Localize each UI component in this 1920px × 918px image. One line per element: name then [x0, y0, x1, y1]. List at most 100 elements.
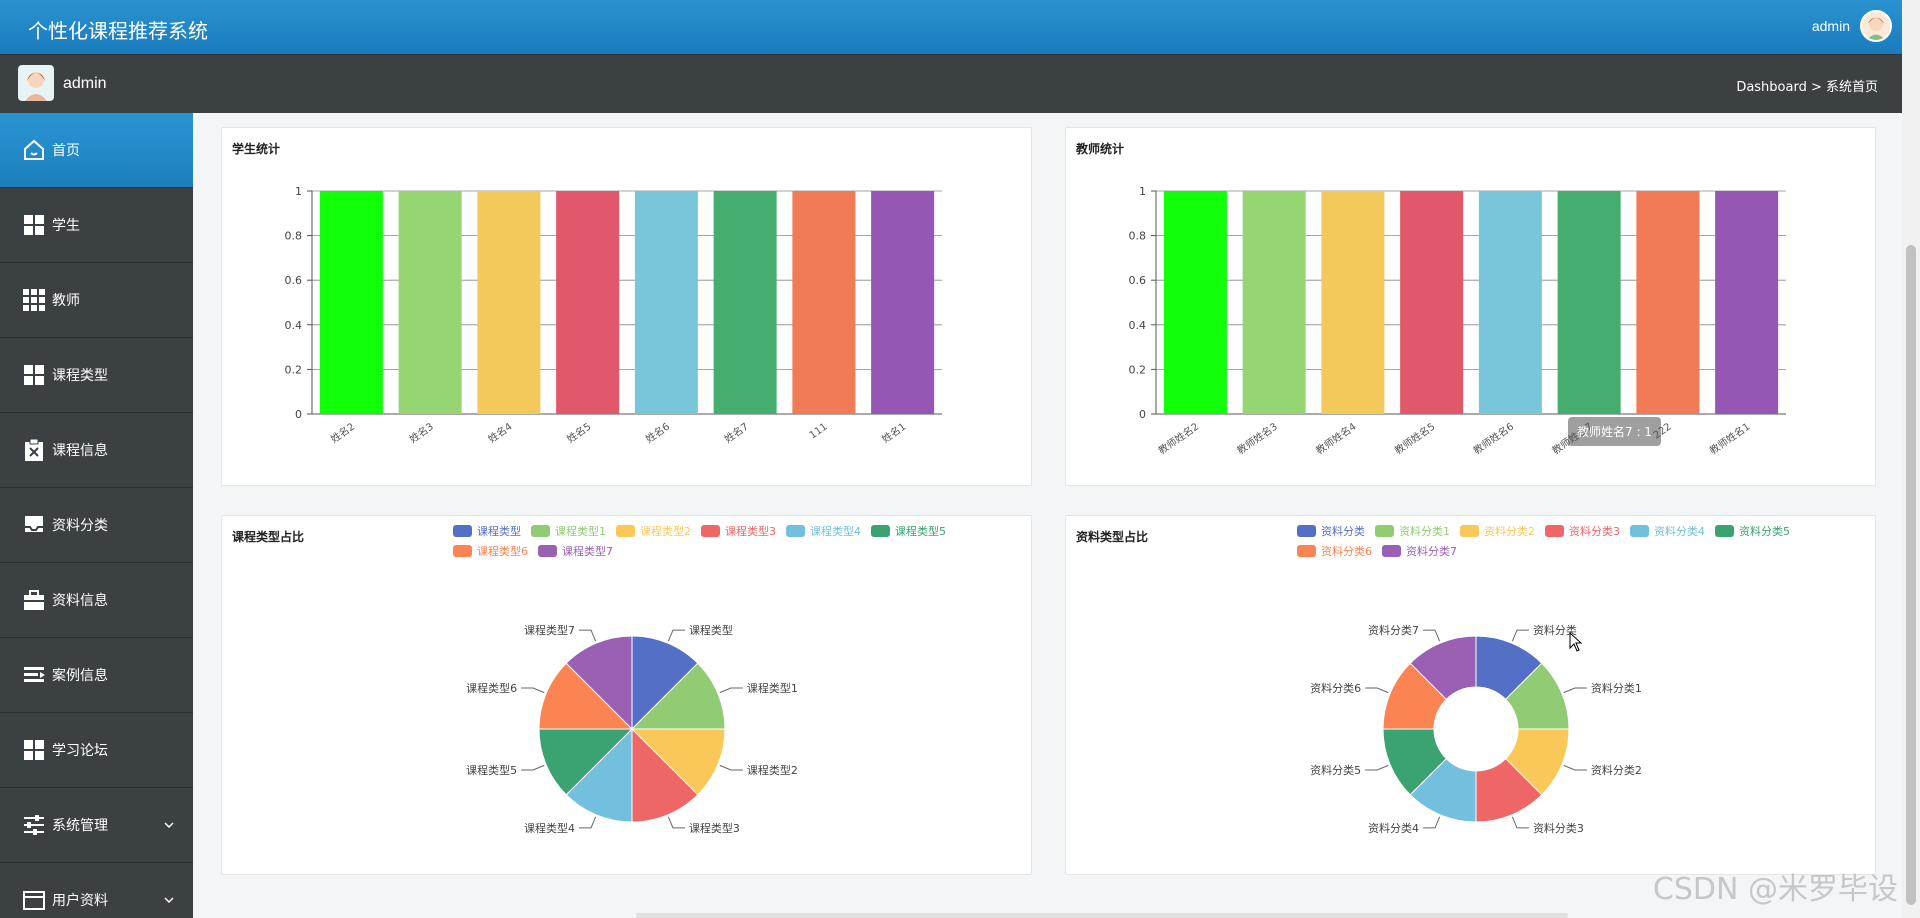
legend-swatch	[1545, 525, 1564, 537]
bar[interactable]	[1557, 191, 1621, 414]
top-user-name[interactable]: admin	[1811, 18, 1850, 34]
legend-swatch	[531, 525, 550, 537]
sidebar-item-material-category[interactable]: 资料分类	[0, 488, 193, 563]
label-leader-line	[521, 764, 545, 771]
y-tick-label: 0.8	[285, 230, 303, 243]
chart-legend: 资料分类 资料分类1 资料分类2 资料分类3 资料分类4 资料分类5 资料分类6 资料分类7	[1297, 523, 1867, 559]
bar[interactable]	[1715, 191, 1779, 414]
grid-icon	[24, 365, 44, 385]
legend-item[interactable]: 资料分类2	[1460, 523, 1535, 539]
bar[interactable]	[634, 191, 698, 414]
legend-item[interactable]: 课程类型	[453, 523, 521, 539]
legend-item[interactable]: 课程类型7	[538, 543, 613, 559]
sidebar-item-teachers[interactable]: 教师	[0, 263, 193, 338]
legend-item[interactable]: 资料分类	[1297, 523, 1365, 539]
legend-item[interactable]: 资料分类4	[1630, 523, 1705, 539]
label-leader-line	[1511, 629, 1529, 642]
legend-swatch	[1382, 545, 1401, 557]
bar[interactable]	[1636, 191, 1700, 414]
breadcrumb[interactable]: Dashboard > 系统首页	[1736, 80, 1878, 95]
legend-label: 资料分类7	[1406, 545, 1457, 558]
bar[interactable]	[1321, 191, 1385, 414]
legend-label: 课程类型6	[477, 545, 528, 558]
sub-header: admin Dashboard > 系统首页	[0, 54, 1902, 113]
legend-label: 课程类型2	[640, 525, 691, 538]
label-leader-line	[667, 816, 685, 829]
slice-label: 课程类型2	[747, 763, 798, 777]
bar[interactable]	[713, 191, 777, 414]
slice-label: 资料分类5	[1310, 763, 1361, 777]
bar[interactable]	[398, 191, 462, 414]
bar[interactable]	[1163, 191, 1227, 414]
sidebar-item-label: 课程信息	[52, 443, 108, 459]
legend-item[interactable]: 资料分类6	[1297, 543, 1372, 559]
sidebar-item-system-management[interactable]: 系统管理	[0, 788, 193, 863]
sidebar-item-label: 资料分类	[52, 518, 108, 534]
page-scrollbar-thumb[interactable]	[1906, 245, 1916, 905]
x-tick-label: 教师姓名6	[1471, 420, 1516, 457]
pie-slice[interactable]	[1409, 635, 1477, 701]
y-tick-label: 0.2	[1129, 363, 1147, 376]
sidebar-item-forum[interactable]: 学习论坛	[0, 713, 193, 788]
teacher-stats-chart[interactable]: 00.20.40.60.81教师姓名2教师姓名3教师姓名4教师姓名5教师姓名6教…	[1066, 128, 1877, 487]
label-leader-line	[719, 687, 743, 694]
pie-slice[interactable]	[565, 727, 633, 823]
legend-item[interactable]: 课程类型1	[531, 523, 606, 539]
sidebar-item-home[interactable]: 首页	[0, 113, 193, 188]
chart-title: 资料类型占比	[1076, 530, 1149, 544]
sidebar-item-course-info[interactable]: 课程信息	[0, 413, 193, 488]
pie-slice[interactable]	[631, 727, 699, 823]
legend-label: 课程类型5	[895, 525, 946, 538]
bar[interactable]	[556, 191, 620, 414]
y-tick-label: 0.4	[1129, 319, 1147, 332]
label-leader-line	[1365, 687, 1389, 694]
student-stats-chart[interactable]: 0 0.2 0.4 0.6 0.8 1 姓名2 姓名3 姓名4 姓名5 姓名6 姓名7 111 姓名1	[222, 128, 1033, 487]
bar[interactable]	[1478, 191, 1542, 414]
label-leader-line	[521, 687, 545, 694]
pie-slice[interactable]	[631, 635, 699, 731]
y-tick-label: 0.6	[285, 274, 303, 287]
legend-item[interactable]: 资料分类1	[1375, 523, 1450, 539]
legend-item[interactable]: 资料分类5	[1715, 523, 1790, 539]
legend-item[interactable]: 课程类型2	[616, 523, 691, 539]
x-tick-label: 姓名7	[722, 420, 751, 446]
sidebar-item-course-types[interactable]: 课程类型	[0, 338, 193, 413]
x-tick-label: 教师姓名3	[1234, 420, 1279, 457]
top-avatar[interactable]	[1860, 10, 1892, 42]
bar[interactable]	[319, 191, 383, 414]
slice-label: 资料分类	[1533, 623, 1577, 637]
pie-slice[interactable]	[565, 635, 633, 731]
bar[interactable]	[477, 191, 541, 414]
x-tick-label: 教师姓名1	[1707, 420, 1752, 457]
legend-item[interactable]: 课程类型4	[786, 523, 861, 539]
sidebar-item-material-info[interactable]: 资料信息	[0, 563, 193, 638]
sidebar-item-case-info[interactable]: 案例信息	[0, 638, 193, 713]
pie-slice[interactable]	[630, 728, 726, 796]
legend-item[interactable]: 课程类型3	[701, 523, 776, 539]
legend-item[interactable]: 课程类型6	[453, 543, 528, 559]
bar[interactable]	[1400, 191, 1464, 414]
bar[interactable]	[792, 191, 856, 414]
x-tick-label: 姓名6	[643, 420, 672, 446]
chart-title: 教师统计	[1076, 142, 1125, 156]
y-tick-label: 0.2	[285, 363, 303, 376]
y-tick-label: 0.8	[1129, 230, 1147, 243]
legend-item[interactable]: 资料分类7	[1382, 543, 1457, 559]
sidebar-item-students[interactable]: 学生	[0, 188, 193, 263]
x-tick-label: 姓名1	[879, 420, 908, 446]
slice-label: 课程类型3	[689, 821, 740, 835]
legend-item[interactable]: 资料分类3	[1545, 523, 1620, 539]
x-tick-label: 姓名3	[407, 420, 436, 446]
legend-item[interactable]: 课程类型5	[871, 523, 946, 539]
legend-label: 资料分类5	[1739, 525, 1790, 538]
legend-label: 资料分类	[1321, 525, 1365, 538]
pie-slice[interactable]	[538, 662, 634, 730]
bar[interactable]	[871, 191, 935, 414]
bar[interactable]	[1242, 191, 1306, 414]
pie-slice[interactable]	[538, 728, 634, 796]
slice-label: 课程类型	[689, 623, 733, 637]
sidebar-item-user-profile[interactable]: 用户资料	[0, 863, 193, 918]
pie-slice[interactable]	[630, 662, 726, 730]
